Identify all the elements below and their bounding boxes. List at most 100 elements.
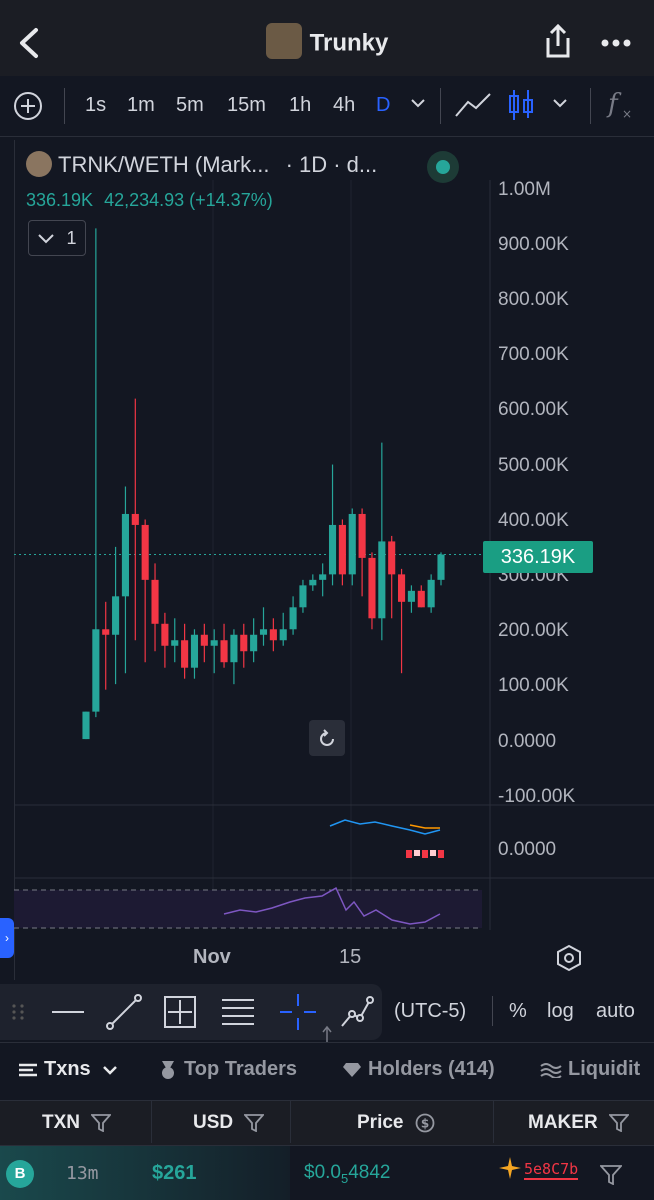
candles-icon[interactable]: [506, 88, 536, 122]
timeframe-chevron-down-icon[interactable]: [410, 96, 426, 110]
candle-body: [102, 629, 110, 635]
horizontal-line-icon[interactable]: [48, 992, 88, 1032]
tab-top-traders-label: Top Traders: [184, 1058, 297, 1080]
path-tool-icon[interactable]: [336, 992, 376, 1032]
token-avatar: [265, 23, 302, 59]
candle-body: [230, 634, 238, 663]
timeframe-1h[interactable]: 1h: [289, 94, 312, 116]
candle-body: [309, 579, 317, 586]
reset-chart-button[interactable]: [309, 720, 345, 756]
chart-type-chevron-down-icon[interactable]: [552, 96, 568, 110]
share-icon[interactable]: [540, 22, 576, 62]
toolbar-divider: [64, 88, 65, 124]
drag-handle-icon[interactable]: [10, 1002, 26, 1022]
timeframe-15m[interactable]: 15m: [227, 94, 266, 116]
txn-age: 13m: [66, 1163, 99, 1184]
line-chart-icon[interactable]: [454, 90, 492, 120]
filter-icon[interactable]: [90, 1114, 113, 1133]
log-toggle[interactable]: log: [547, 1000, 574, 1022]
chart-area[interactable]: [14, 140, 654, 980]
candle-body: [328, 524, 337, 575]
y-tick-label: 100.00K: [498, 675, 569, 696]
timeframe-d[interactable]: D: [376, 94, 391, 116]
txn-usd: $261: [152, 1162, 197, 1184]
candlestick-chart[interactable]: [0, 140, 654, 980]
symbol-label: TRNK/WETH (Mark...: [58, 152, 270, 177]
header-usd[interactable]: USD: [193, 1112, 266, 1134]
header-maker-label: MAKER: [528, 1112, 598, 1133]
svg-text:×: ×: [622, 107, 632, 121]
tab-liquidity[interactable]: Liquidit: [540, 1058, 640, 1081]
candle-body: [112, 596, 120, 635]
timeframe-1s[interactable]: 1s: [85, 94, 107, 116]
title-text: Trunky: [309, 29, 389, 57]
svg-text:f: f: [606, 89, 622, 119]
interval-label: · 1D · d...: [285, 152, 378, 177]
waves-icon: [540, 1062, 562, 1079]
percent-toggle[interactable]: %: [509, 1000, 527, 1022]
timeframe-1m[interactable]: 1m: [127, 94, 155, 116]
header-maker[interactable]: MAKER: [528, 1112, 630, 1134]
side-panel-handle[interactable]: ›: [0, 918, 14, 958]
table-row[interactable]: B 13m $261 $0.054842 5e8C7b: [0, 1146, 654, 1200]
tab-holders[interactable]: Holders (414): [342, 1058, 495, 1081]
candle-body: [92, 629, 100, 712]
header-txn[interactable]: TXN: [42, 1112, 113, 1134]
trend-line-icon[interactable]: [104, 992, 144, 1032]
candle-body: [141, 524, 149, 580]
indicators-fx-icon[interactable]: f ×: [604, 88, 634, 122]
maker-address[interactable]: 5e8C7b: [524, 1160, 579, 1180]
filter-icon[interactable]: [607, 1114, 630, 1133]
candle-body: [220, 640, 228, 663]
header-usd-label: USD: [193, 1112, 234, 1133]
measure-icon[interactable]: [160, 992, 200, 1032]
filter-icon[interactable]: [243, 1114, 266, 1133]
toolbar-divider: [492, 996, 493, 1026]
sparkle-icon: [498, 1156, 522, 1180]
add-indicator-icon[interactable]: [12, 90, 44, 122]
candle-body: [210, 640, 218, 646]
timezone-label[interactable]: (UTC-5): [394, 1000, 467, 1022]
price-legend: 336.19K 42,234.93 (+14.37%): [26, 190, 273, 211]
fib-levels-icon[interactable]: [218, 992, 258, 1032]
medal-icon: [162, 1060, 174, 1079]
timeframe-4h[interactable]: 4h: [333, 94, 356, 116]
header-price[interactable]: Price $: [357, 1112, 435, 1134]
candle-body: [151, 579, 159, 624]
back-icon[interactable]: [14, 26, 44, 60]
currency-icon[interactable]: $: [415, 1113, 435, 1133]
tab-top-traders[interactable]: Top Traders: [158, 1058, 297, 1081]
collapse-legend-button[interactable]: 1: [28, 220, 86, 256]
rsi-band: [14, 890, 482, 928]
more-icon[interactable]: [600, 36, 632, 48]
candle-body: [358, 513, 366, 558]
candle-body: [181, 640, 189, 668]
market-status-icon: [427, 151, 459, 183]
candle-body: [131, 513, 139, 525]
svg-text:$: $: [421, 1116, 429, 1130]
row-filter-icon[interactable]: [598, 1165, 624, 1186]
crosshair-icon[interactable]: [278, 992, 318, 1032]
chart-settings-icon[interactable]: [555, 944, 583, 972]
candle-body: [427, 579, 435, 608]
auto-toggle[interactable]: auto: [596, 1000, 635, 1022]
candle-body: [388, 541, 396, 575]
candle-body: [398, 574, 406, 602]
price-rest: 4842: [348, 1162, 391, 1183]
y-tick-label: 800.00K: [498, 289, 569, 310]
top-bar: [0, 0, 654, 76]
reset-icon: [320, 729, 334, 747]
tab-txns[interactable]: Txns: [18, 1058, 118, 1081]
y-tick-label: 1.00M: [498, 179, 551, 200]
timeframe-5m[interactable]: 5m: [176, 94, 204, 116]
candle-body: [348, 513, 356, 575]
candle-body: [269, 629, 277, 641]
tab-liquidity-label: Liquidit: [568, 1058, 641, 1080]
txn-price: $0.054842: [304, 1162, 391, 1186]
macd-zero-label: 0.0000: [498, 839, 557, 860]
signal-line: [409, 824, 440, 829]
y-tick-label: 0.0000: [498, 731, 557, 752]
chart-toolbar: [0, 76, 654, 137]
price-zero-count: 5: [340, 1170, 349, 1186]
table-header: [0, 1100, 654, 1146]
